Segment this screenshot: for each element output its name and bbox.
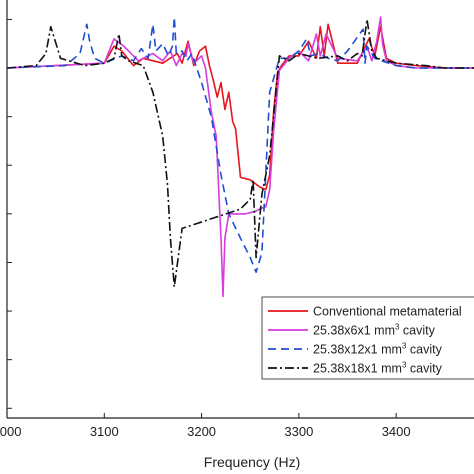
x-tick-label: 3000 [0, 424, 21, 439]
series-layer [7, 16, 474, 298]
series-line-2 [7, 16, 474, 298]
legend-label-2: 25.38x6x1 mm3 cavity [313, 323, 436, 338]
x-ticks: 3000 3100 3200 3300 3400 [0, 413, 411, 439]
x-tick-label: 3300 [284, 424, 313, 439]
x-tick-label: 3100 [90, 424, 119, 439]
series-line-3 [7, 16, 474, 274]
series-line-4 [7, 18, 474, 288]
legend-label-1: Conventional metamaterial [313, 305, 462, 319]
legend: Conventional metamaterial 25.38x6x1 mm3 c… [261, 296, 474, 380]
x-axis-title: Frequency (Hz) [204, 454, 300, 470]
legend-label-4: 25.38x18x1 mm3 cavity [313, 361, 443, 376]
y-ticks [7, 18, 12, 409]
legend-label-3: 25.38x12x1 mm3 cavity [313, 342, 443, 357]
x-tick-label: 3200 [187, 424, 216, 439]
series-line-1 [7, 23, 474, 191]
x-tick-label: 3400 [382, 424, 411, 439]
